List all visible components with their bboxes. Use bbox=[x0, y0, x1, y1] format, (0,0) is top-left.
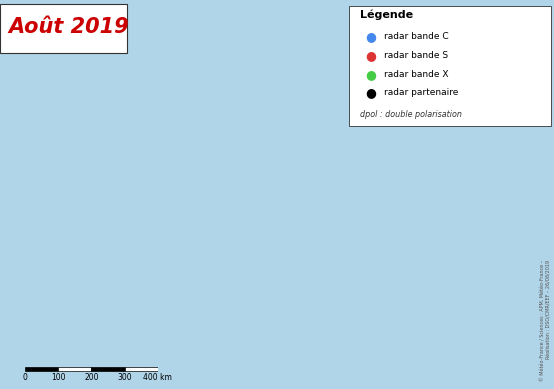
Bar bbox=[25, 367, 58, 371]
Text: 400 km: 400 km bbox=[143, 373, 172, 382]
Text: Août 2019: Août 2019 bbox=[8, 17, 129, 37]
Bar bbox=[125, 367, 158, 371]
Text: Légende: Légende bbox=[360, 9, 413, 19]
Text: radar bande X: radar bande X bbox=[384, 70, 448, 79]
Bar bbox=[58, 367, 91, 371]
Text: ●: ● bbox=[366, 86, 377, 100]
Text: 0: 0 bbox=[23, 373, 27, 382]
Text: radar bande S: radar bande S bbox=[384, 51, 448, 60]
Text: radar bande C: radar bande C bbox=[384, 32, 449, 42]
Text: dpol : double polarisation: dpol : double polarisation bbox=[360, 110, 462, 119]
Text: © Météo-France / Sciences : APM, Météo-France –
Réalisation : DSO/CMR/EEF – 26/0: © Météo-France / Sciences : APM, Météo-F… bbox=[540, 260, 551, 381]
Text: 300: 300 bbox=[117, 373, 132, 382]
Text: 200: 200 bbox=[84, 373, 99, 382]
Text: radar partenaire: radar partenaire bbox=[384, 88, 458, 98]
Bar bbox=[91, 367, 125, 371]
Text: ●: ● bbox=[366, 30, 377, 44]
Text: 100: 100 bbox=[51, 373, 65, 382]
Text: ●: ● bbox=[366, 49, 377, 62]
Text: ●: ● bbox=[366, 68, 377, 81]
